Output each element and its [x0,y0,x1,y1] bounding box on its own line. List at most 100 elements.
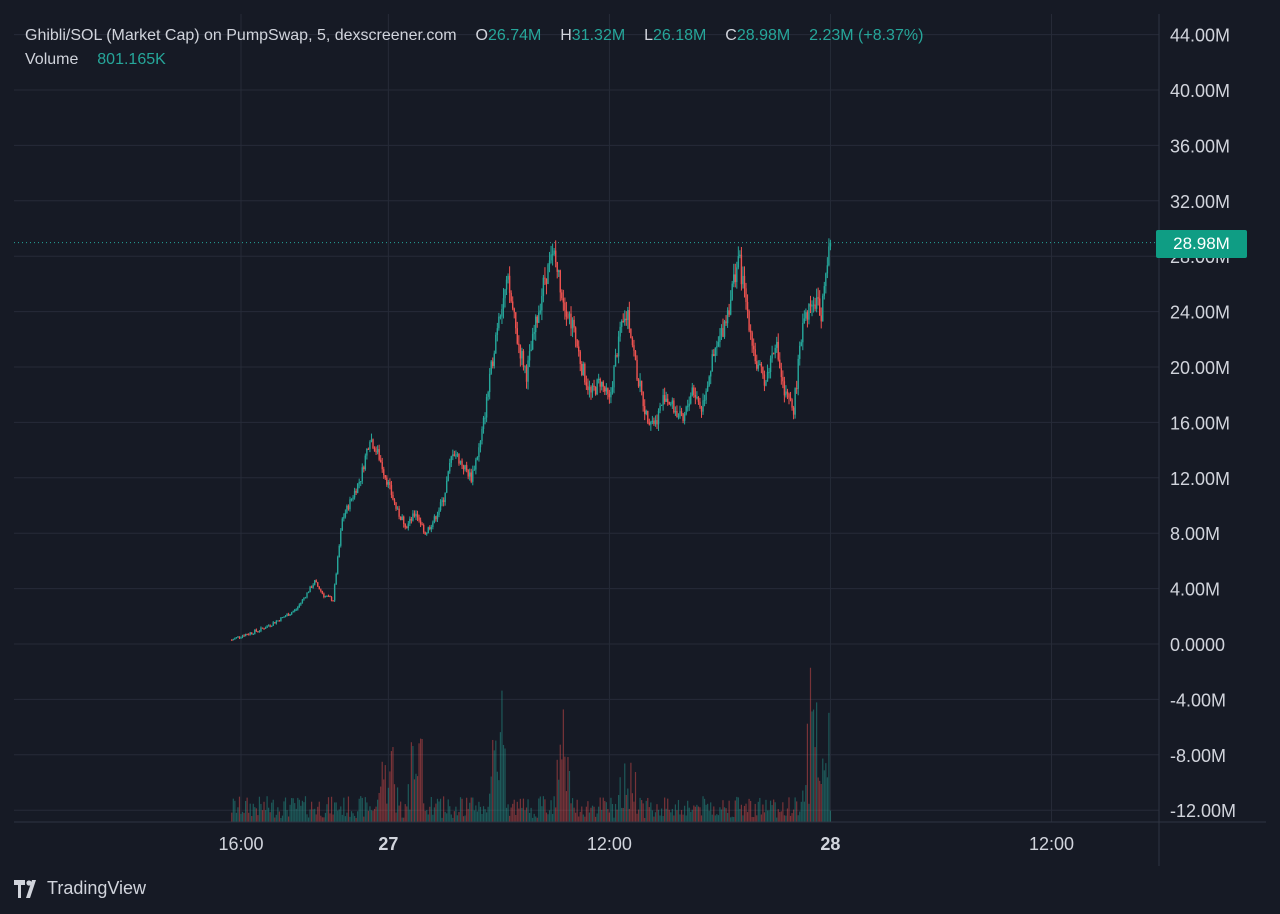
legend-title: Ghibli/SOL (Market Cap) on PumpSwap, 5, … [25,27,457,44]
candle-body [779,359,781,369]
axis-layer: 44.00M40.00M36.00M32.00M28.00M24.00M20.0… [14,14,1266,866]
candle-body [379,459,382,463]
volume-bar [708,810,710,822]
candle-body [435,516,437,520]
volume-bar [452,817,454,822]
chart-svg[interactable]: 44.00M40.00M36.00M32.00M28.00M24.00M20.0… [14,14,1266,866]
candle-body [829,242,832,247]
volume-layer [231,667,832,822]
candle-body [272,622,274,626]
candle-body [788,393,790,398]
candle-body [231,639,233,641]
candle-body [795,388,798,390]
candle-body [346,505,348,513]
volume-bar [628,808,630,822]
candle-body [670,403,672,405]
volume-bar [251,816,253,822]
volume-bar [241,811,244,822]
candle-body [247,634,250,636]
candle-body [785,391,787,396]
candle-body [335,573,337,585]
volume-bar [466,797,468,822]
volume-bar [788,797,790,822]
volume-bar [489,793,491,822]
volume-bar [260,803,262,822]
chart-legend: Ghibli/SOL (Market Cap) on PumpSwap, 5, … [25,26,923,74]
candle-body [442,500,445,503]
volume-bar [426,810,428,822]
candle-body [407,523,410,529]
volume-bar [327,797,330,822]
volume-bar [616,809,618,822]
candle-body [329,595,331,598]
candle-body [564,302,566,311]
candle-body [390,485,393,495]
candle-body [587,385,589,391]
candle-body [762,366,764,375]
candle-body [771,353,773,359]
volume-bar [733,816,735,822]
candle-body [756,361,758,369]
y-tick-label: 16.00M [1170,413,1230,433]
candle-body [344,512,347,517]
candle-body [312,584,314,588]
candle-body [307,592,310,594]
candle-body [691,387,693,396]
candle-body [562,298,565,303]
candle-body [481,429,483,441]
volume-bar [275,814,277,822]
candle-body [740,254,743,285]
volume-bar [785,815,787,822]
candle-body [267,625,270,627]
candle-body [726,310,729,324]
volume-bar [598,806,600,822]
candle-body [300,602,302,605]
candle-body [278,620,281,622]
volume-bar [690,811,692,822]
volume-bar [753,817,755,822]
candle-body [502,298,505,309]
candle-body [737,256,740,268]
candle-body [498,316,500,329]
volume-bar [386,803,388,822]
candle-body [723,321,726,337]
volume-bar [421,738,423,822]
volume-bar [330,796,333,822]
candle-body [415,513,417,517]
volume-bar [570,803,572,822]
candle-body [286,614,288,617]
chart-frame[interactable]: 44.00M40.00M36.00M32.00M28.00M24.00M20.0… [14,14,1266,866]
candle-body [607,387,609,394]
volume-bar [444,811,446,822]
candle-body [662,395,664,405]
volume-bar [415,773,417,822]
candle-body [792,407,795,415]
candle-body [310,586,313,588]
legend-open-label: O [475,27,488,44]
candle-body [333,584,336,601]
candle-body [811,305,813,307]
volume-bar [432,814,434,822]
candle-body [644,406,646,415]
y-tick-label: 32.00M [1170,192,1230,212]
candle-body [799,345,801,359]
volume-bar [826,777,828,822]
volume-bar [796,801,798,822]
volume-bar [323,817,325,822]
candle-body [710,371,712,377]
volume-bar [622,807,624,822]
volume-bar [343,797,345,822]
volume-bar [670,812,672,822]
candle-body [809,303,812,307]
candle-body [685,406,687,415]
candle-body [450,456,452,463]
volume-bar [740,804,743,822]
candle-body [418,517,420,521]
volume-bar [350,811,353,822]
candle-body [541,295,543,311]
candle-body [694,394,697,398]
y-tick-label: 0.0000 [1170,635,1225,655]
volume-bar [659,815,661,822]
tradingview-brand[interactable]: TradingView [14,878,146,899]
candle-body [429,527,431,530]
